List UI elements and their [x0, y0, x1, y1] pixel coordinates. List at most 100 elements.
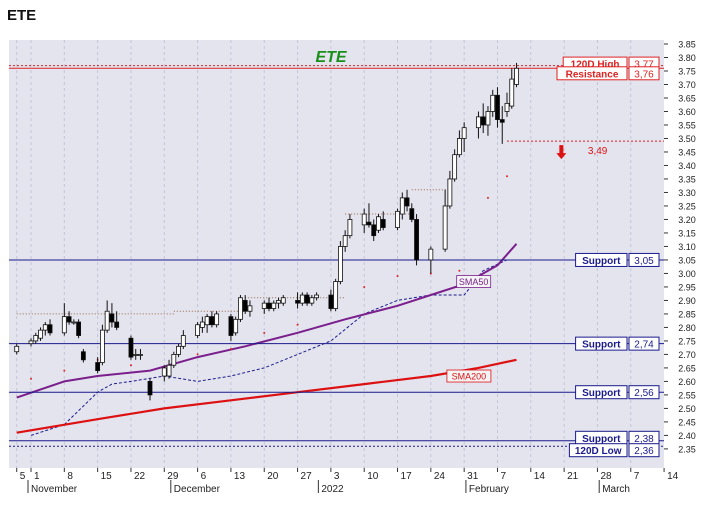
month-label: December [174, 484, 221, 495]
y-tick-label: 2.65 [678, 363, 696, 373]
band-dot [396, 275, 399, 278]
x-tick-label: 8 [67, 471, 73, 482]
band-dot [263, 331, 266, 334]
level-value-box [628, 252, 660, 267]
candle-up [42, 324, 48, 331]
band-dot [506, 175, 508, 178]
y-tick-label: 2.85 [678, 309, 696, 319]
level-label: Support [582, 388, 621, 399]
candle-up [509, 78, 515, 107]
y-tick-label: 2.60 [678, 377, 696, 387]
candle-down [295, 300, 300, 304]
level-labels: SMA50 SMA200 120D High 3,77 Resistance 3,76 Su… [446, 56, 660, 458]
y-tick-label: 2.75 [678, 336, 696, 346]
candle-up [347, 219, 353, 237]
candle-up [271, 302, 277, 309]
y-tick-label: 2.95 [678, 282, 696, 292]
chart-frame: 3,49 SMA50 SMA200 120D High 3,77 Resistance 3… [9, 40, 709, 495]
candle-up [261, 302, 267, 309]
candle-up [204, 316, 210, 326]
candle-up [442, 205, 448, 250]
y-tick-label: 3.35 [678, 174, 696, 184]
level-label: Support [582, 256, 621, 267]
y-tick-label: 2.50 [678, 404, 696, 414]
x-axis: 5 1 8 15 22 29 6 13 20 27 3 10 17 24 31 7 14 21 28 7 14 Novem… [16, 468, 679, 495]
candle-up [238, 297, 243, 320]
band-dot [63, 369, 66, 372]
x-tick-label: 7 [500, 471, 506, 482]
candle-down [228, 316, 234, 336]
candle-down [114, 321, 120, 328]
level-label-box [575, 252, 628, 267]
y-tick-label: 2.40 [678, 431, 696, 441]
candle-up [342, 235, 348, 247]
candle-up [100, 329, 105, 363]
candle-up [376, 216, 381, 231]
candle-up [452, 154, 458, 180]
candle-up [161, 367, 167, 377]
sma-label-box [446, 369, 492, 383]
candle-up [280, 297, 286, 304]
candle-down [266, 302, 272, 309]
level-value-box [628, 385, 660, 400]
candle-up [476, 116, 481, 129]
plot-background [9, 40, 664, 468]
candle-up [71, 321, 77, 324]
candle-down [409, 208, 415, 220]
sma-label-box [456, 275, 492, 288]
candle-up [195, 324, 201, 336]
x-tick-label: 20 [267, 471, 279, 482]
candle-up [337, 246, 343, 282]
x-tick-label: 13 [234, 471, 246, 482]
candle-up [28, 340, 34, 345]
y-tick-label: 3.70 [678, 80, 696, 90]
month-label: March [602, 484, 630, 495]
candle-up [395, 210, 400, 228]
candle-up [176, 345, 181, 355]
candle-down [242, 300, 248, 312]
axis-panel [664, 40, 709, 495]
level-value: 3,76 [634, 69, 654, 80]
level-label: 120D Low [575, 446, 622, 457]
month-label: November [31, 484, 78, 495]
x-tick-label: 29 [167, 471, 179, 482]
candle-down [499, 119, 505, 123]
candle-down [209, 316, 215, 326]
sma-label: SMA50 [459, 277, 489, 287]
level-value: 3,05 [634, 256, 654, 267]
x-tick-label: 17 [401, 471, 413, 482]
y-tick-label: 3.55 [678, 120, 696, 130]
candle-up [138, 354, 143, 356]
candle-up [504, 102, 510, 112]
y-tick-label: 3.50 [678, 134, 696, 144]
candle-up [33, 335, 39, 342]
y-axis: 3.85 3.80 3.75 3.70 3.65 3.60 3.55 3.50 3.45 3.40… [664, 40, 696, 454]
y-tick-label: 3.10 [678, 242, 696, 252]
candle-down [414, 219, 419, 261]
x-tick-label: 1 [34, 471, 40, 482]
candle-down [47, 324, 53, 334]
y-tick-label: 3.05 [678, 255, 696, 265]
band-dot [296, 323, 299, 326]
candle-up [514, 67, 519, 85]
chart-title: ETE [315, 49, 347, 66]
band-dot [196, 353, 199, 356]
month-label: 2022 [321, 484, 344, 495]
band-dot [30, 377, 32, 380]
candle-down [371, 224, 377, 237]
level-label-box [575, 385, 628, 400]
x-tick-label: 5 [20, 471, 26, 482]
candle-up [171, 354, 177, 366]
level-value-box [628, 66, 660, 81]
candle-up [133, 354, 139, 356]
y-tick-label: 2.80 [678, 323, 696, 333]
level-value: 2,38 [634, 434, 654, 445]
x-axis-panel [9, 468, 664, 495]
band-dot [486, 196, 489, 199]
y-tick-label: 3.25 [678, 201, 696, 211]
level-value: 3,77 [634, 60, 654, 71]
chart-svg: 3,49 SMA50 SMA200 120D High 3,77 Resistance 3… [9, 40, 709, 495]
x-tick-label: 22 [134, 471, 146, 482]
candle-down [66, 316, 72, 323]
x-tick-label: 10 [367, 471, 379, 482]
